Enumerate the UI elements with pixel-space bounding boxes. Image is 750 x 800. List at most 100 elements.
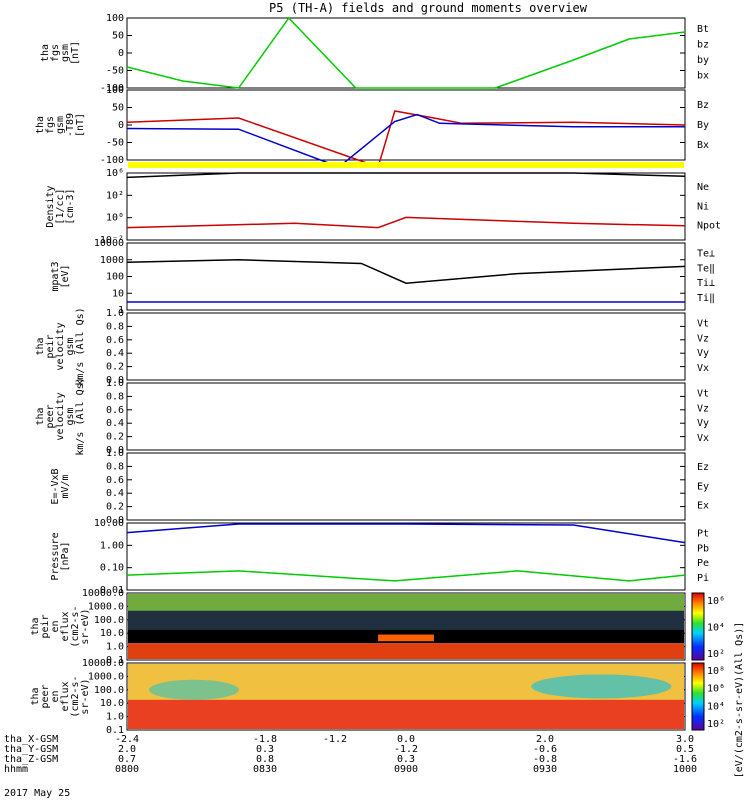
legend-Vx: Vx xyxy=(697,363,709,374)
panel-frame xyxy=(126,17,686,89)
ylabel-line: fgs xyxy=(50,44,61,62)
legend-Pe: Pe xyxy=(697,558,709,569)
xaxis-value: 0.8 xyxy=(256,754,274,765)
ytick-label: 0 xyxy=(118,48,124,59)
xaxis-value: -0.8 xyxy=(533,754,557,765)
ytick-label: 100 xyxy=(106,272,124,283)
ytick-label: 1000.0 xyxy=(88,671,124,682)
panel-frame xyxy=(126,172,686,241)
ytick-label: 1.0 xyxy=(106,712,124,723)
ytick-label: 0.2 xyxy=(106,502,124,513)
ylabel-line: (cm2-s- xyxy=(70,675,81,717)
ytick-label: 10⁻² xyxy=(100,235,124,246)
ytick-label: 10000 xyxy=(94,238,124,249)
panel-frame xyxy=(126,522,686,591)
colorbar xyxy=(691,592,705,661)
ytick-label: 0.4 xyxy=(106,348,124,359)
ytick-label: -50 xyxy=(106,138,124,149)
legend-Pb: Pb xyxy=(697,543,709,554)
series-pressure-Pt xyxy=(126,523,686,544)
colorbar-tick: 10⁸ xyxy=(707,666,725,677)
legend-Pt: Pt xyxy=(697,528,709,539)
ylabel-line: mV/m xyxy=(60,474,71,498)
ylabel-group: tha fgs gsm -T89 [nT] xyxy=(35,113,86,137)
ylabel-line: [cm-3] xyxy=(65,188,76,224)
panel-fgs: 100 50 0 -50 -100 tha fgs gsm [nT] Bt bz by bx xyxy=(40,13,709,94)
ytick-label: 10.0 xyxy=(100,628,124,639)
date-label: 2017 May 25 xyxy=(4,788,70,799)
legend-Ti‖: Ti‖ xyxy=(697,293,715,304)
spectrogram-band xyxy=(128,699,684,729)
colorbar-tick: 10² xyxy=(707,719,725,730)
ytick-label: 0.2 xyxy=(106,362,124,373)
xaxis-value: 0.3 xyxy=(256,744,274,755)
ylabel-line: gsm xyxy=(65,407,76,425)
xaxis-value: 0.3 xyxy=(397,754,415,765)
xaxis-value: -2.4 xyxy=(115,734,139,745)
spectrogram-band xyxy=(531,674,672,699)
ytick-label: 1.0 xyxy=(106,378,124,389)
legend-bz: bz xyxy=(697,40,709,51)
xaxis-value: -1.2 xyxy=(394,744,418,755)
ylabel-line: fgs xyxy=(45,116,56,134)
legend-Vy: Vy xyxy=(697,348,709,359)
ylabel-group: Density [1/cc] [cm-3] xyxy=(45,185,76,227)
mode-bar xyxy=(128,162,684,168)
legend-Vt: Vt xyxy=(697,318,709,329)
xaxis-value: 0900 xyxy=(394,764,418,775)
xaxis-row-label: tha_Y-GSM xyxy=(4,744,58,755)
ytick-label: -50 xyxy=(106,66,124,77)
ytick-label: 100 xyxy=(106,13,124,24)
ytick-label: 0.6 xyxy=(106,335,124,346)
ytick-label: 0.0 xyxy=(106,515,124,526)
ylabel-line: -T89 xyxy=(65,113,76,137)
ylabel-line: tha xyxy=(35,407,46,425)
ylabel-line: (cm2-s- xyxy=(70,605,81,647)
ylabel-line: eflux xyxy=(60,611,71,641)
ylabel-line: km/s (All Qs) xyxy=(75,377,86,455)
ylabel-line: tha xyxy=(30,687,41,705)
ytick-label: -100 xyxy=(100,155,124,166)
ytick-label: 1.00 xyxy=(100,540,124,551)
ylabel-line: gsm xyxy=(55,116,66,134)
xaxis-value: 0.7 xyxy=(118,754,136,765)
legend-Bx: Bx xyxy=(697,140,709,151)
panel-peer_spec: 10000.0 1000.0 100.0 10.0 1.0 0.1 tha peer en efl… xyxy=(30,658,725,736)
ylabel-line: velocity xyxy=(55,392,66,440)
ylabel-line: gsm xyxy=(65,337,76,355)
panel-efield: 1.0 0.8 0.6 0.4 0.2 0.0 E=-VxB mV/m Ez Ey Ex xyxy=(50,448,709,526)
figure-title: P5 (TH-A) fields and ground moments over… xyxy=(269,1,588,15)
legend-Vt: Vt xyxy=(697,388,709,399)
ytick-label: 0.8 xyxy=(106,391,124,402)
legend-Vx: Vx xyxy=(697,433,709,444)
ytick-label: 0.4 xyxy=(106,418,124,429)
ytick-label: 1.0 xyxy=(106,642,124,653)
legend-Te⊥: Te⊥ xyxy=(697,248,715,259)
spectrogram-band xyxy=(378,634,434,642)
xaxis-value: -1.2 xyxy=(323,734,347,745)
colorbar-tick: 10⁴ xyxy=(707,623,725,634)
spectrogram-band xyxy=(128,594,684,611)
xaxis-value: -0.6 xyxy=(533,744,557,755)
ylabel-line: E=-VxB xyxy=(50,468,61,504)
xaxis-value: 0800 xyxy=(115,764,139,775)
spectrogram-band xyxy=(148,679,239,700)
legend-Pi: Pi xyxy=(697,573,709,584)
ytick-label: 0.01 xyxy=(100,585,124,596)
ytick-label: 1.0 xyxy=(106,448,124,459)
ytick-label: 0.2 xyxy=(106,432,124,443)
series-fgs_dipole-Bz xyxy=(126,110,686,168)
ylabel-line: [nT] xyxy=(75,113,86,137)
ytick-label: 50 xyxy=(112,103,124,114)
series-fgs-by xyxy=(126,16,686,89)
ylabel-group: tha peir velocity gsm km/s (All Qs) xyxy=(35,307,86,385)
ytick-label: 1000 xyxy=(100,255,124,266)
ytick-label: 0.6 xyxy=(106,405,124,416)
ylabel-line: Pressure xyxy=(50,532,61,580)
ytick-label: 0.1 xyxy=(106,655,124,666)
ylabel-line: km/s (All Qs) xyxy=(75,307,86,385)
ylabel-line: [nPa] xyxy=(60,541,71,571)
series-density-Ne xyxy=(126,216,686,229)
